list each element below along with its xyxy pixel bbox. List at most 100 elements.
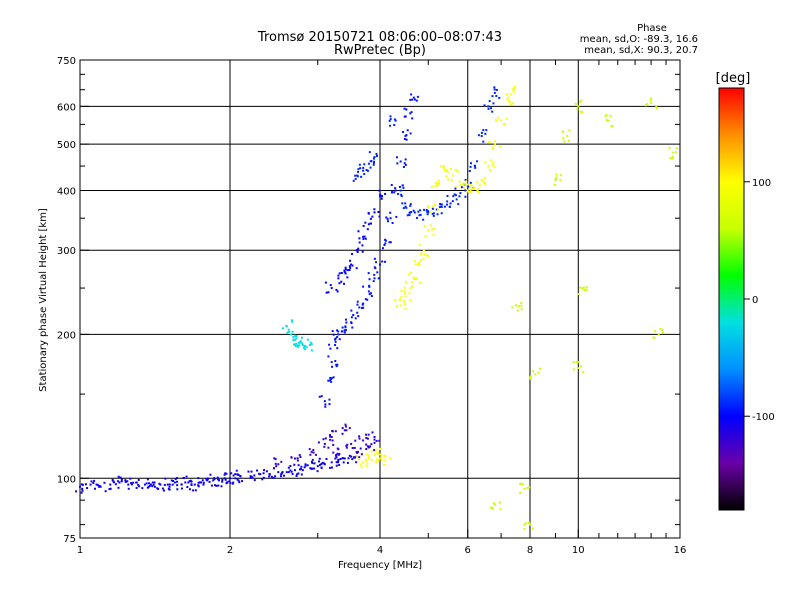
data-point-echo [539,367,542,370]
data-point-echo [308,448,311,451]
x-tick-label: 2 [227,545,233,556]
data-point-echo [168,488,171,491]
data-point-echo [285,325,288,328]
data-point-echo [221,480,224,483]
data-point-echo [395,156,398,159]
data-point-echo [329,438,332,441]
data-point-echo [331,365,334,368]
y-tick-label: 500 [57,140,76,151]
data-point-echo [367,272,370,275]
data-point-echo [440,212,443,215]
data-point [330,287,333,290]
data-point-echo [129,477,132,480]
data-point-echo [213,477,216,480]
data-point-echo [357,170,360,173]
data-point-echo [261,478,264,481]
data-point-echo [397,192,400,195]
data-point-echo [215,484,218,487]
data-point-echo [342,461,345,464]
data-point-echo [526,486,529,489]
data-point-echo [346,269,349,272]
data-point-echo [302,346,305,349]
data-point-echo [380,454,383,457]
data-point-echo [383,260,386,263]
data-point [143,483,146,486]
data-point-echo [351,326,354,329]
data-point-echo [138,485,141,488]
data-point-echo [126,480,129,483]
data-point-echo [368,284,371,287]
data-point-echo [338,282,341,285]
data-point [650,101,653,104]
data-point-echo [231,482,234,485]
data-point [297,341,300,344]
data-point-echo [404,307,407,310]
data-point-echo [427,205,430,208]
data-point-echo [389,115,392,118]
series-f1-o-trace [318,93,419,408]
data-point-echo [358,456,361,459]
data-point-echo [373,208,376,211]
data-point-echo [586,286,589,289]
data-point-echo [488,140,491,143]
data-point-echo [422,258,425,261]
data-point-echo [604,115,607,118]
data-point-echo [436,213,439,216]
data-point [581,287,584,290]
data-point [427,229,430,232]
data-point-echo [338,452,341,455]
data-point-echo [274,475,277,478]
data-point-echo [194,489,197,492]
data-point [418,263,421,266]
data-point-echo [292,336,295,339]
data-point-echo [403,162,406,165]
data-point-echo [362,237,365,240]
data-point-echo [442,167,445,170]
data-point-echo [419,209,422,212]
data-point-echo [250,475,253,478]
data-point-echo [375,261,378,264]
data-point-echo [111,478,114,481]
data-point-echo [386,217,389,220]
data-point-echo [322,462,325,465]
data-point-echo [229,481,232,484]
data-point-echo [208,480,211,483]
data-point [367,457,370,460]
data-point-echo [344,266,347,269]
data-point-echo [235,469,238,472]
data-point-echo [396,162,399,165]
data-point-echo [458,180,461,183]
data-point [362,439,365,442]
data-point-echo [310,343,313,346]
data-point-echo [408,273,411,276]
data-point [394,119,397,122]
data-point [413,98,416,101]
data-point-echo [268,475,271,478]
data-point-echo [426,254,429,257]
data-point-echo [470,183,473,186]
data-point-echo [332,376,335,379]
data-point [554,179,557,182]
data-point-echo [449,167,452,170]
y-tick-label: 600 [57,102,76,113]
data-point-echo [365,443,368,446]
data-point [259,473,262,476]
data-point-echo [402,300,405,303]
data-point-echo [351,252,354,255]
data-point-echo [572,368,575,371]
data-point-echo [263,469,266,472]
data-point-echo [464,178,467,181]
data-point-echo [279,475,282,478]
data-point-echo [366,228,369,231]
data-point-echo [311,458,314,461]
data-point-echo [225,472,228,475]
data-point-echo [415,216,418,219]
data-point-echo [329,435,332,438]
data-point-echo [410,271,413,274]
data-point-echo [409,98,412,101]
data-point-echo [364,221,367,224]
data-point-echo [365,453,368,456]
y-tick-label: 300 [57,246,76,257]
data-point [249,475,252,478]
data-point-echo [343,269,346,272]
